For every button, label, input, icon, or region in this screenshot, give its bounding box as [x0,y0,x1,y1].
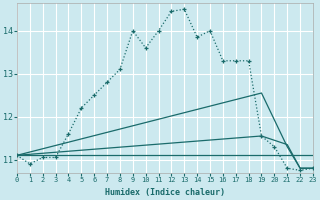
X-axis label: Humidex (Indice chaleur): Humidex (Indice chaleur) [105,188,225,197]
